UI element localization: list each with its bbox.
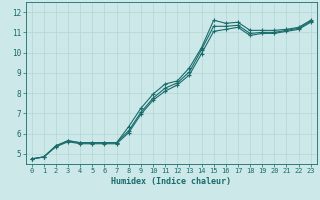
X-axis label: Humidex (Indice chaleur): Humidex (Indice chaleur) xyxy=(111,177,231,186)
